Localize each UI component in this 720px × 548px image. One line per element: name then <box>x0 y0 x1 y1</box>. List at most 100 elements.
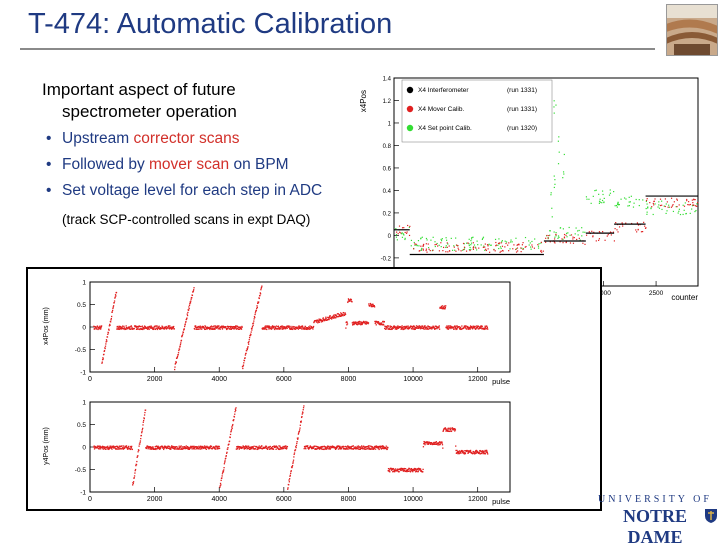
data-point <box>315 321 318 323</box>
data-point <box>486 452 489 454</box>
y-tick-label: -0.5 <box>75 347 87 354</box>
data-point <box>191 447 193 449</box>
data-point <box>301 415 303 418</box>
data-point <box>137 451 139 453</box>
data-point <box>575 227 577 229</box>
data-point <box>394 471 396 473</box>
data-point <box>383 447 385 450</box>
data-point <box>444 427 447 429</box>
data-point <box>307 445 309 447</box>
data-point <box>259 294 261 297</box>
data-point <box>126 447 128 449</box>
data-point <box>266 328 268 331</box>
data-point <box>160 326 162 329</box>
data-point <box>176 357 178 359</box>
data-point <box>134 468 137 471</box>
data-point <box>230 431 232 433</box>
data-point <box>146 446 148 448</box>
data-point <box>102 358 104 360</box>
data-point <box>620 198 622 200</box>
data-point <box>413 328 415 330</box>
data-point <box>310 445 312 448</box>
data-point <box>376 446 379 449</box>
data-point <box>440 240 443 242</box>
data-point <box>293 456 295 458</box>
data-point <box>292 326 295 328</box>
data-point <box>568 226 570 229</box>
data-point <box>474 325 476 328</box>
data-point <box>101 361 103 363</box>
data-point <box>136 327 138 329</box>
data-point <box>385 447 387 449</box>
data-point <box>180 446 182 448</box>
data-point <box>224 461 226 463</box>
data-point <box>251 329 253 331</box>
data-point <box>642 199 644 201</box>
data-point <box>254 448 257 450</box>
data-point <box>98 445 101 447</box>
data-point <box>470 238 473 240</box>
data-point <box>112 446 114 448</box>
data-point <box>415 470 418 473</box>
data-point <box>438 441 441 443</box>
data-point <box>187 311 189 314</box>
data-point <box>230 429 233 431</box>
data-point <box>183 329 185 331</box>
data-point <box>93 325 95 327</box>
data-point <box>472 452 474 455</box>
data-point <box>182 331 185 334</box>
data-point <box>482 451 484 454</box>
data-point <box>280 326 282 328</box>
data-point <box>217 328 219 330</box>
data-point <box>533 247 536 249</box>
data-point <box>187 447 189 450</box>
data-point <box>434 244 436 246</box>
data-point <box>302 326 304 329</box>
data-point <box>352 448 355 450</box>
data-point <box>412 325 415 327</box>
data-point <box>411 328 413 330</box>
data-point <box>481 325 483 328</box>
data-point <box>235 407 237 409</box>
data-point <box>521 244 523 246</box>
data-point <box>192 290 195 292</box>
data-point <box>384 327 386 330</box>
data-point <box>375 445 377 447</box>
data-point <box>245 446 248 449</box>
data-point <box>225 326 227 328</box>
data-point <box>213 326 215 328</box>
data-point <box>352 323 354 325</box>
data-point <box>467 328 469 330</box>
data-point <box>174 368 176 371</box>
data-point <box>143 414 146 416</box>
data-point <box>452 326 455 328</box>
data-point <box>322 445 324 448</box>
data-point <box>230 326 232 328</box>
data-point <box>557 163 560 165</box>
data-point <box>94 328 96 330</box>
data-point <box>154 325 156 328</box>
data-point <box>445 246 447 249</box>
data-point <box>100 326 102 328</box>
data-point <box>136 460 138 463</box>
data-point <box>478 326 480 328</box>
data-point <box>490 244 492 246</box>
slide-title: T-474: Automatic Calibration <box>28 8 393 40</box>
data-point <box>390 326 392 329</box>
data-point <box>373 306 376 308</box>
data-point <box>387 325 390 327</box>
data-point <box>150 447 152 449</box>
data-point <box>397 327 400 329</box>
data-point <box>428 248 430 250</box>
data-point <box>420 245 422 247</box>
data-point <box>248 448 251 451</box>
data-point <box>135 464 137 467</box>
data-point <box>365 320 367 323</box>
data-point <box>140 437 142 440</box>
data-point <box>501 240 503 242</box>
data-point <box>423 243 425 246</box>
data-point <box>421 247 423 250</box>
data-point <box>197 448 200 450</box>
data-point <box>661 200 663 202</box>
data-point <box>485 450 487 452</box>
